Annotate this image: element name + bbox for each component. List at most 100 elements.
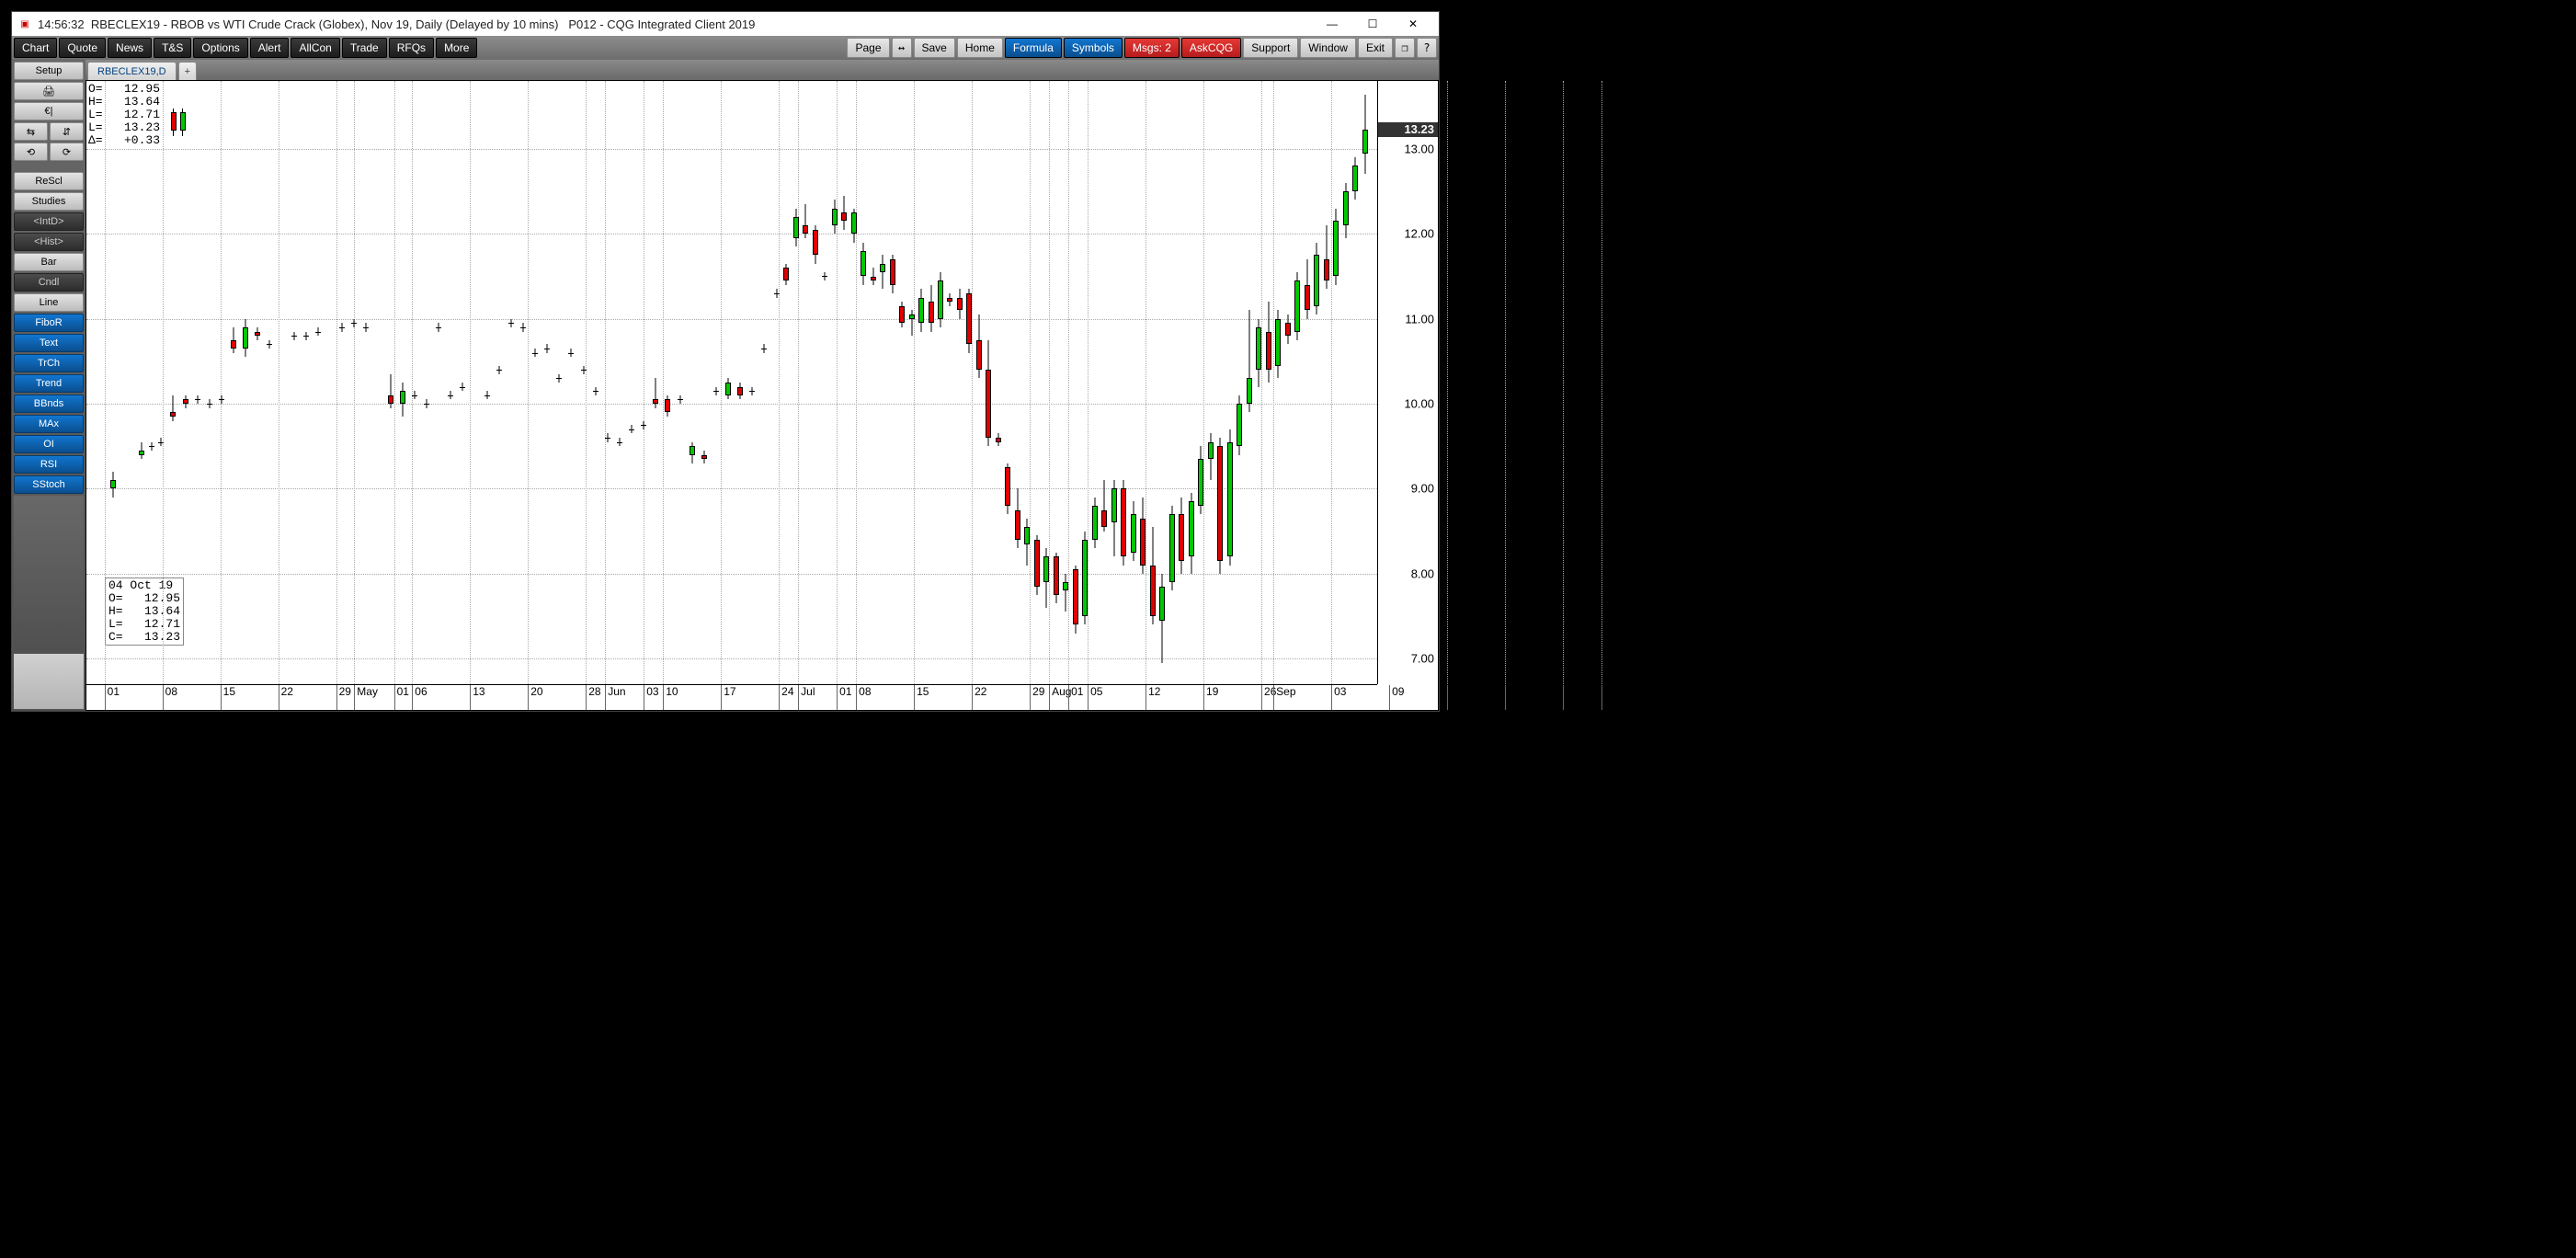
- toolbar-trade[interactable]: Trade: [342, 38, 387, 58]
- ohlc-tooltip: 04 Oct 19 O= 12.95 H= 13.64 L= 12.71 C= …: [105, 578, 184, 646]
- candle: [793, 209, 799, 247]
- toolbar-formula[interactable]: Formula: [1005, 38, 1062, 58]
- candle: [1217, 438, 1223, 574]
- sidebar-hist[interactable]: <Hist>: [14, 233, 84, 251]
- candle: [1314, 243, 1319, 315]
- sidebar-intd[interactable]: <IntD>: [14, 212, 84, 231]
- chart-tab[interactable]: RBECLEX19,D: [87, 62, 177, 80]
- toolbar-chart[interactable]: Chart: [14, 38, 57, 58]
- sidebar: Setup 🖨 €| ⇆⇵⟲⟳ ReScl Studies<IntD> <Hist> Bar C…: [12, 60, 85, 711]
- chart-plot[interactable]: O= 12.95 H= 13.64 L= 12.71 L= 13.23 Δ= +…: [86, 81, 1377, 684]
- candle: [851, 209, 857, 243]
- toolbar-more[interactable]: More: [436, 38, 477, 58]
- sidebar-studies[interactable]: Studies: [14, 192, 84, 211]
- candle: [1140, 497, 1146, 574]
- legend-candle-icon: [171, 83, 186, 141]
- sidebar-trch[interactable]: TrCh: [14, 354, 84, 372]
- main-toolbar: ChartQuoteNewsT&SOptionsAlertAllConTrade…: [12, 36, 1439, 60]
- candle: [909, 310, 915, 336]
- candle: [976, 314, 982, 378]
- sidebar-cndl[interactable]: Cndl: [14, 273, 84, 292]
- maximize-button[interactable]: ☐: [1352, 12, 1393, 36]
- candle: [231, 327, 236, 353]
- candle: [243, 319, 248, 358]
- candle: [1333, 209, 1339, 285]
- candle: [725, 378, 731, 399]
- candle: [195, 395, 200, 404]
- candle: [532, 349, 538, 357]
- tab-bar: RBECLEX19,D +: [85, 60, 1439, 80]
- swap-h-icon[interactable]: ⇆: [14, 122, 48, 141]
- sidebar-line[interactable]: Line: [14, 293, 84, 312]
- toolbar-exit[interactable]: Exit: [1358, 38, 1393, 58]
- sidebar-bar[interactable]: Bar: [14, 253, 84, 271]
- candle: [219, 395, 224, 404]
- toolbar-options[interactable]: Options: [193, 38, 247, 58]
- toolbar-window[interactable]: Window: [1300, 38, 1356, 58]
- candle: [496, 366, 502, 374]
- chart-wrap: O= 12.95 H= 13.64 L= 12.71 L= 13.23 Δ= +…: [85, 80, 1439, 711]
- toolbar-rfqs[interactable]: RFQs: [389, 38, 434, 58]
- expand-icon[interactable]: ↔: [892, 38, 912, 58]
- sidebar-rsi[interactable]: RSI: [14, 455, 84, 474]
- candle: [1324, 225, 1329, 289]
- toolbar-support[interactable]: Support: [1243, 38, 1298, 58]
- candle: [1256, 319, 1261, 387]
- y-axis: 7.008.009.0010.0011.0012.0013.0013.23: [1377, 81, 1438, 684]
- sidebar-text[interactable]: Text: [14, 334, 84, 352]
- candle: [929, 285, 934, 332]
- candle: [1073, 566, 1078, 634]
- currency-icon[interactable]: €|: [14, 102, 84, 120]
- candle: [1285, 314, 1291, 344]
- toolbar-ts[interactable]: T&S: [154, 38, 191, 58]
- chart-area: RBECLEX19,D + O= 12.95 H= 13.64 L= 12.71…: [85, 60, 1439, 711]
- candle: [1247, 310, 1252, 412]
- candle: [351, 319, 357, 327]
- toolbar-page[interactable]: Page: [847, 38, 889, 58]
- candle: [448, 391, 453, 399]
- candle: [899, 302, 905, 327]
- toolbar-home[interactable]: Home: [957, 38, 1003, 58]
- toolbar-askcqg[interactable]: AskCQG: [1181, 38, 1241, 58]
- toolbar-msgs2[interactable]: Msgs: 2: [1124, 38, 1180, 58]
- minimize-button[interactable]: —: [1312, 12, 1352, 36]
- candle: [966, 289, 972, 352]
- redo-icon[interactable]: ⟳: [50, 143, 84, 161]
- candle: [581, 366, 587, 374]
- close-button[interactable]: ✕: [1393, 12, 1433, 36]
- sidebar-sstoch[interactable]: SStoch: [14, 475, 84, 494]
- candle: [1054, 553, 1059, 603]
- sidebar-trend[interactable]: Trend: [14, 374, 84, 393]
- toolbar-save[interactable]: Save: [914, 38, 955, 58]
- candle: [938, 272, 943, 327]
- sidebar-max[interactable]: MAx: [14, 415, 84, 433]
- toolbar-alert[interactable]: Alert: [250, 38, 290, 58]
- candle: [207, 399, 212, 407]
- toolbar-quote[interactable]: Quote: [59, 38, 106, 58]
- print-icon[interactable]: 🖨: [14, 82, 84, 100]
- swap-v-icon[interactable]: ⇵: [50, 122, 84, 141]
- candle: [1294, 272, 1300, 340]
- sidebar-rescl[interactable]: ReScl: [14, 172, 84, 190]
- candle: [400, 383, 405, 417]
- candle: [1179, 497, 1184, 574]
- help-icon[interactable]: ?: [1417, 38, 1437, 58]
- candle: [813, 225, 818, 264]
- toolbar-symbols[interactable]: Symbols: [1064, 38, 1123, 58]
- sidebar-oi[interactable]: OI: [14, 435, 84, 453]
- sidebar-bbnds[interactable]: BBnds: [14, 395, 84, 413]
- candle: [1015, 488, 1020, 548]
- candle: [363, 323, 369, 331]
- candle: [1266, 302, 1271, 383]
- toolbar-allcon[interactable]: AllCon: [291, 38, 339, 58]
- restore-icon[interactable]: ❐: [1395, 38, 1415, 58]
- candle: [1169, 506, 1175, 590]
- toolbar-news[interactable]: News: [108, 38, 152, 58]
- candle: [996, 433, 1001, 446]
- candle: [861, 243, 866, 285]
- add-tab-button[interactable]: +: [178, 62, 197, 80]
- sidebar-fibor[interactable]: FiboR: [14, 314, 84, 332]
- candle: [1305, 259, 1310, 319]
- sidebar-setup[interactable]: Setup: [14, 62, 84, 80]
- undo-icon[interactable]: ⟲: [14, 143, 48, 161]
